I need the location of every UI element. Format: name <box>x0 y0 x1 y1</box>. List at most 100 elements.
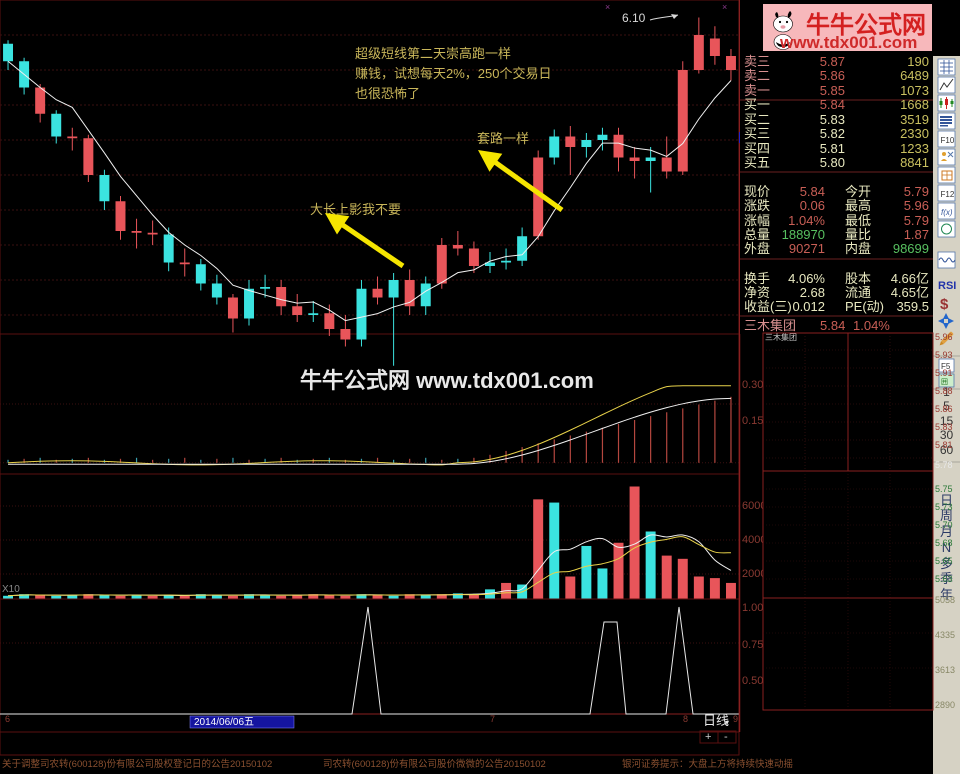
svg-text:卖二: 卖二 <box>744 68 770 83</box>
svg-text:银河证劵提示：大盘上方将持续快速动摇: 银河证劵提示：大盘上方将持续快速动摇 <box>622 758 794 770</box>
svg-text:5.63: 5.63 <box>935 574 953 584</box>
svg-text:5.85: 5.85 <box>820 83 845 98</box>
svg-text:3519: 3519 <box>900 112 929 127</box>
svg-text:PE(动): PE(动) <box>845 299 884 314</box>
svg-text:套路一样: 套路一样 <box>477 131 529 146</box>
svg-text:1233: 1233 <box>900 141 929 156</box>
svg-text:1668: 1668 <box>900 97 929 112</box>
svg-text:5.68: 5.68 <box>935 538 953 548</box>
svg-text:5.87: 5.87 <box>820 54 845 69</box>
svg-text:5.86: 5.86 <box>820 68 845 83</box>
svg-text:卖一: 卖一 <box>744 83 770 98</box>
svg-text:0.15: 0.15 <box>742 415 763 427</box>
svg-text:净资: 净资 <box>744 285 770 300</box>
svg-text:7: 7 <box>490 714 495 724</box>
svg-text:收益(三): 收益(三) <box>744 299 792 314</box>
svg-text:5.91: 5.91 <box>935 368 953 378</box>
svg-text:外盘: 外盘 <box>744 241 770 256</box>
svg-text:1073: 1073 <box>900 83 929 98</box>
svg-text:司农转(600128)份有限公司股价微微的公告2015010: 司农转(600128)份有限公司股价微微的公告20150102 <box>323 758 546 770</box>
svg-text:-: - <box>724 731 728 743</box>
svg-text:涨幅: 涨幅 <box>744 213 770 228</box>
svg-text:量比: 量比 <box>845 227 871 242</box>
svg-text:5.93: 5.93 <box>935 350 953 360</box>
svg-text:4.66亿: 4.66亿 <box>891 271 929 286</box>
svg-text:5.86: 5.86 <box>935 404 953 414</box>
svg-text:▾: ▾ <box>725 718 729 727</box>
svg-text:98699: 98699 <box>893 241 929 256</box>
svg-text:牛牛公式网 www.tdx001.com: 牛牛公式网 www.tdx001.com <box>300 368 594 393</box>
svg-text:$: $ <box>940 296 949 313</box>
svg-text:0.50: 0.50 <box>742 675 763 687</box>
svg-text:三木集团: 三木集团 <box>765 332 797 342</box>
svg-text:5.65: 5.65 <box>935 556 953 566</box>
svg-text:2330: 2330 <box>900 126 929 141</box>
svg-text:超级短线第二天崇高跑一样: 超级短线第二天崇高跑一样 <box>355 46 511 61</box>
svg-text:总量: 总量 <box>744 227 770 242</box>
svg-text:3613: 3613 <box>935 665 955 675</box>
svg-text:0.30: 0.30 <box>742 379 763 391</box>
svg-text:最高: 最高 <box>845 198 871 213</box>
svg-text:4335: 4335 <box>935 630 955 640</box>
svg-text:190: 190 <box>907 54 929 69</box>
svg-text:5.79: 5.79 <box>904 184 929 199</box>
svg-text:×: × <box>605 2 610 12</box>
svg-text:三木集团: 三木集团 <box>744 318 796 333</box>
svg-text:5.73: 5.73 <box>935 502 953 512</box>
svg-text:1.04%: 1.04% <box>788 213 825 228</box>
svg-text:9: 9 <box>733 714 738 724</box>
svg-text:关于调整司农转(600128)份有限公司股权登记日的公告20: 关于调整司农转(600128)份有限公司股权登记日的公告20150102 <box>2 758 272 770</box>
svg-text:5.82: 5.82 <box>820 126 845 141</box>
svg-text:5.96: 5.96 <box>904 198 929 213</box>
svg-text:6: 6 <box>5 714 10 724</box>
svg-text:买五: 买五 <box>744 155 770 170</box>
svg-text:6.10: 6.10 <box>622 11 646 25</box>
svg-text:5.81: 5.81 <box>935 440 953 450</box>
svg-text:5.96: 5.96 <box>935 332 953 342</box>
svg-text:2014/06/06五: 2014/06/06五 <box>194 717 254 728</box>
svg-text:今开: 今开 <box>845 184 871 199</box>
svg-text:0.75: 0.75 <box>742 639 763 651</box>
svg-text:5.75: 5.75 <box>935 484 953 494</box>
svg-text:最低: 最低 <box>845 213 871 228</box>
svg-text:6489: 6489 <box>900 68 929 83</box>
svg-text:买四: 买四 <box>744 141 770 156</box>
svg-text:X10: X10 <box>2 584 20 595</box>
svg-text:×: × <box>722 2 727 12</box>
svg-text:买二: 买二 <box>744 112 770 127</box>
svg-text:5.84: 5.84 <box>800 184 825 199</box>
svg-text:大长上影我不要: 大长上影我不要 <box>310 202 401 217</box>
svg-text:2890: 2890 <box>935 700 955 710</box>
svg-text:买三: 买三 <box>744 126 770 141</box>
svg-text:5.83: 5.83 <box>935 422 953 432</box>
svg-text:买一: 买一 <box>744 97 770 112</box>
svg-text:4.65亿: 4.65亿 <box>891 285 929 300</box>
svg-text:1.00: 1.00 <box>742 602 763 614</box>
svg-text:1.04%: 1.04% <box>853 318 890 333</box>
svg-text:5.84: 5.84 <box>820 318 845 333</box>
svg-text:股本: 股本 <box>845 271 871 286</box>
svg-text:5.83: 5.83 <box>820 112 845 127</box>
svg-text:5.78: 5.78 <box>935 460 953 470</box>
svg-text:359.5: 359.5 <box>896 299 929 314</box>
svg-text:0.012: 0.012 <box>792 299 825 314</box>
svg-text:4.06%: 4.06% <box>788 271 825 286</box>
svg-text:涨跌: 涨跌 <box>744 198 770 213</box>
svg-text:8841: 8841 <box>900 155 929 170</box>
svg-text:F12: F12 <box>941 190 955 199</box>
svg-text:5.81: 5.81 <box>820 141 845 156</box>
svg-text:+: + <box>705 731 711 743</box>
svg-text:www.tdx001.com: www.tdx001.com <box>779 33 917 52</box>
svg-text:内盘: 内盘 <box>845 241 871 256</box>
svg-text:1.87: 1.87 <box>904 227 929 242</box>
svg-text:换手: 换手 <box>744 271 770 286</box>
svg-text:188970: 188970 <box>782 227 825 242</box>
svg-text:5.80: 5.80 <box>820 155 845 170</box>
svg-text:2.68: 2.68 <box>800 285 825 300</box>
svg-text:5.79: 5.79 <box>904 213 929 228</box>
svg-text:现价: 现价 <box>744 184 770 199</box>
svg-text:0.06: 0.06 <box>800 198 825 213</box>
svg-text:卖三: 卖三 <box>744 54 770 69</box>
svg-text:90271: 90271 <box>789 241 825 256</box>
svg-text:流通: 流通 <box>845 285 871 300</box>
